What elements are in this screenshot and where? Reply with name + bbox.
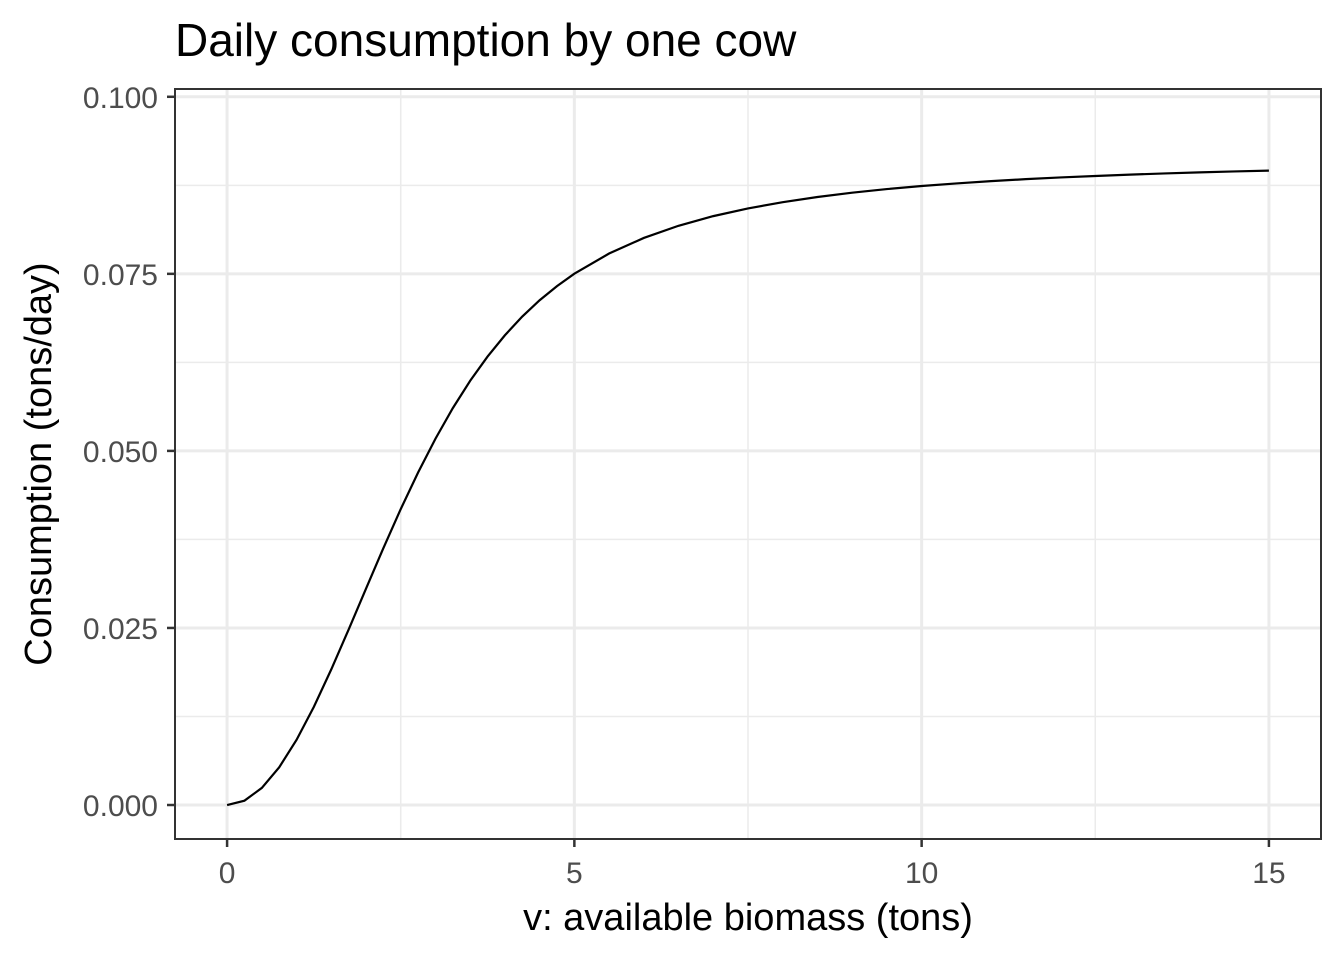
- gridlines: [175, 89, 1321, 839]
- y-axis: 0.000 0.025 0.050 0.075 0.100: [83, 82, 175, 823]
- x-axis-title: v: available biomass (tons): [523, 897, 973, 939]
- y-tick-label: 0.050: [83, 436, 158, 469]
- x-tick-label: 10: [905, 857, 938, 890]
- y-axis-title: Consumption (tons/day): [18, 262, 60, 665]
- y-tick-label: 0.075: [83, 259, 158, 292]
- x-tick-label: 0: [219, 857, 236, 890]
- chart-title: Daily consumption by one cow: [175, 14, 797, 66]
- x-tick-label: 15: [1252, 857, 1285, 890]
- consumption-line: [226, 169, 1269, 807]
- y-tick-label: 0.000: [83, 790, 158, 823]
- x-tick-label: 5: [566, 857, 583, 890]
- y-tick-label: 0.025: [83, 613, 158, 646]
- plot-panel: [174, 88, 1322, 840]
- x-axis: 0 5 10 15: [219, 839, 1286, 890]
- y-tick-label: 0.100: [83, 82, 158, 115]
- panel-border: [174, 88, 1322, 840]
